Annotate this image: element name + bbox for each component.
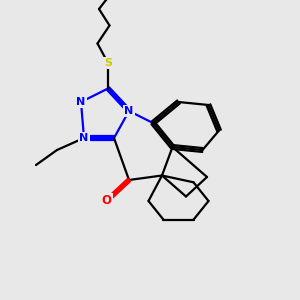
Text: N: N [76, 97, 85, 107]
Text: N: N [80, 133, 88, 143]
Text: N: N [124, 106, 134, 116]
Text: S: S [104, 58, 112, 68]
Text: O: O [101, 194, 112, 208]
